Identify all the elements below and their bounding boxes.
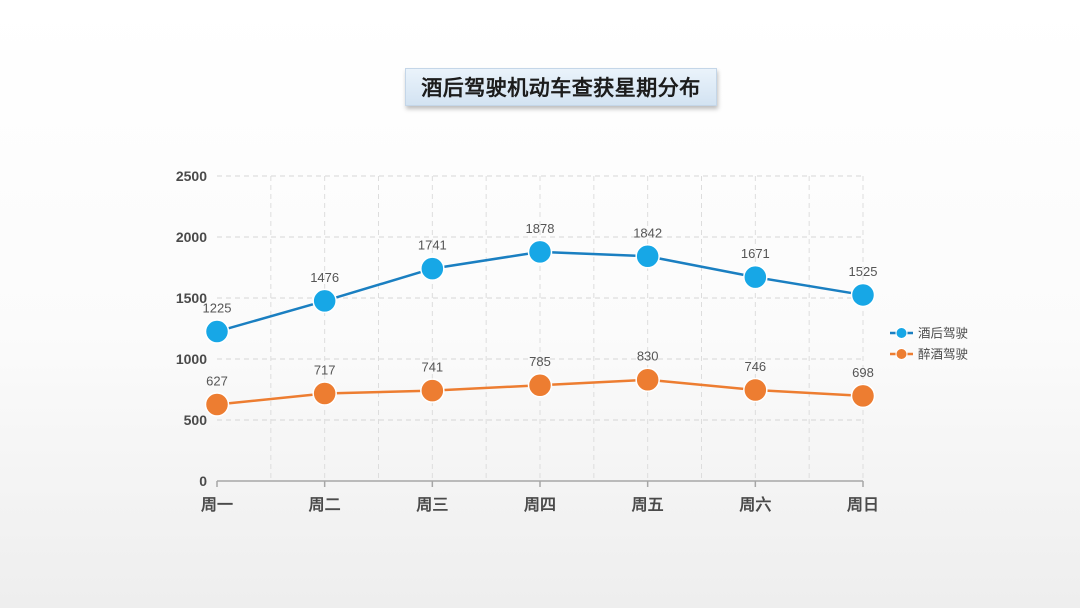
- x-tick-label: 周日: [847, 495, 879, 514]
- x-tick-label: 周三: [416, 495, 448, 514]
- data-point: [743, 377, 768, 403]
- x-tick-label: 周四: [524, 495, 556, 514]
- legend-label: 酒后驾驶: [918, 326, 969, 341]
- data-point: [312, 381, 337, 406]
- data-point: [635, 244, 660, 269]
- data-label: 1476: [310, 270, 339, 285]
- data-label: 741: [421, 360, 443, 375]
- x-tick-label: 周六: [739, 495, 771, 514]
- data-point: [204, 392, 230, 417]
- data-label: 1878: [526, 221, 555, 236]
- y-tick-label: 1000: [176, 351, 207, 367]
- data-point: [850, 383, 876, 409]
- data-point: [312, 288, 337, 314]
- data-labels: 1225 1476 1741 1878 1842 1671 1525 627 717 741 785…: [203, 221, 878, 389]
- data-label: 746: [744, 359, 766, 374]
- y-tick-label: 1500: [176, 290, 207, 306]
- y-tick-label: 0: [199, 473, 207, 489]
- y-tick-label: 2000: [176, 229, 207, 245]
- axes: 0 500 1000 1500 2000 2500 周一 周二 周三 周四 周五 周六 周日: [176, 168, 879, 514]
- data-point: [204, 319, 230, 344]
- data-label: 717: [314, 363, 336, 378]
- data-label: 830: [637, 349, 659, 364]
- x-tick-label: 周五: [632, 495, 664, 514]
- data-point: [527, 239, 553, 265]
- data-label: 1842: [633, 225, 662, 240]
- data-label: 1741: [418, 238, 447, 253]
- grid: [217, 175, 864, 481]
- x-tick-label: 周二: [309, 495, 341, 514]
- data-point: [743, 264, 768, 290]
- y-tick-label: 500: [184, 412, 208, 428]
- data-point: [527, 372, 553, 398]
- x-tick-label: 周一: [201, 495, 233, 514]
- data-label: 1671: [741, 246, 770, 261]
- data-point: [850, 282, 876, 308]
- data-label: 785: [529, 354, 551, 369]
- legend-marker-2: [895, 348, 908, 360]
- legend-marker-1: [895, 327, 908, 339]
- data-label: 698: [852, 365, 874, 380]
- chart-title: 酒后驾驶机动车查获星期分布: [405, 68, 717, 106]
- data-point: [420, 378, 445, 403]
- y-tick-label: 2500: [176, 168, 207, 184]
- data-point: [420, 256, 445, 281]
- data-label: 1225: [203, 301, 232, 316]
- data-label: 1525: [849, 264, 878, 279]
- series-layer: [204, 239, 876, 417]
- data-label: 627: [206, 374, 228, 389]
- data-point: [635, 367, 660, 392]
- legend-label: 醉酒驾驶: [918, 347, 969, 362]
